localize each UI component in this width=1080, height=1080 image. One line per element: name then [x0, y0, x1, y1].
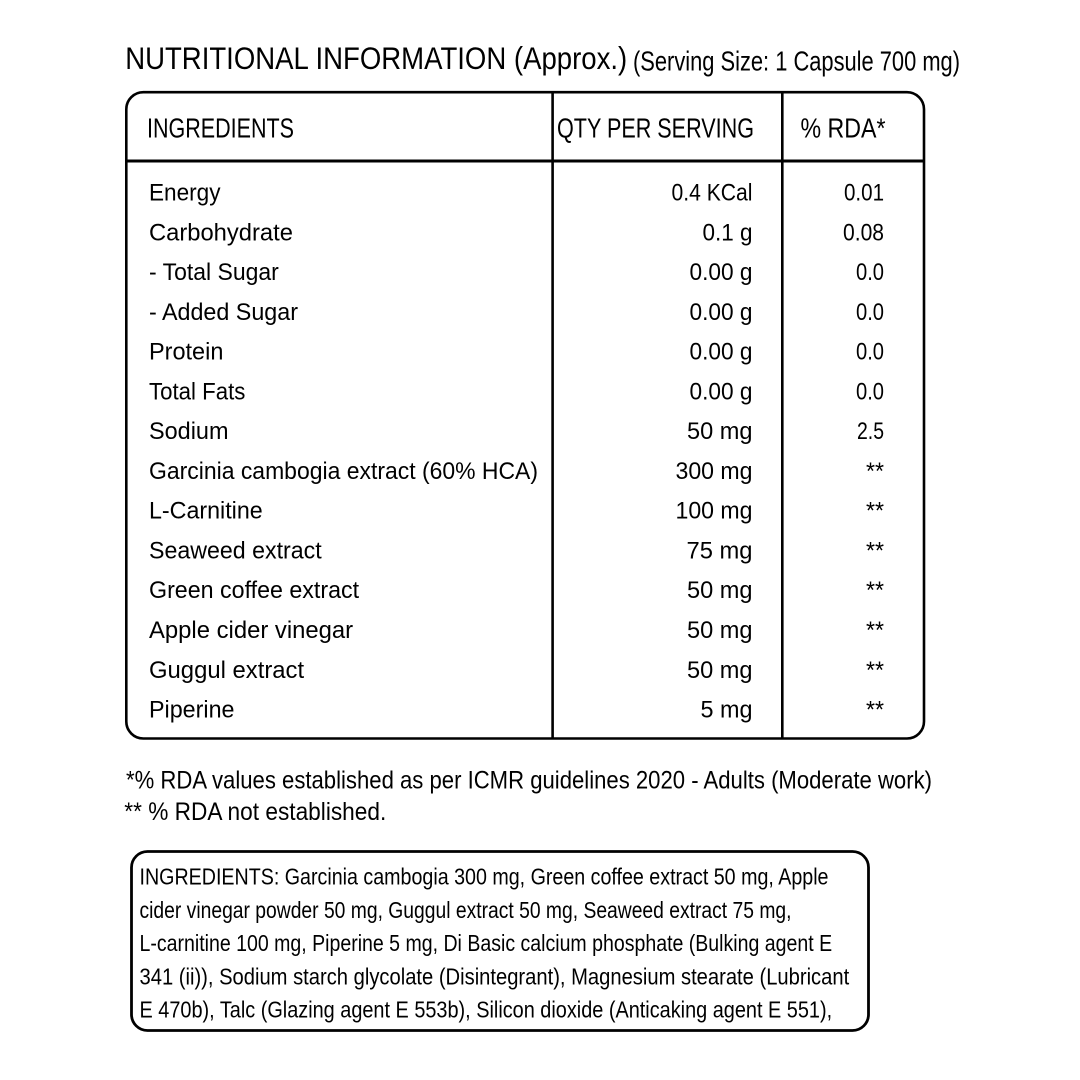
- svg-text:E 470b), Talc (Glazing agent E: E 470b), Talc (Glazing agent E 553b), Si…: [140, 997, 833, 1023]
- svg-text:**: **: [866, 577, 884, 604]
- svg-text:0.00 g: 0.00 g: [690, 299, 753, 326]
- svg-text:**: **: [866, 657, 884, 684]
- svg-text:*% RDA values established as p: *% RDA values established as per ICMR gu…: [126, 767, 932, 795]
- svg-text:cider vinegar powder 50 mg, Gu: cider vinegar powder 50 mg, Guggul extra…: [140, 897, 792, 923]
- svg-text:0.4 KCal: 0.4 KCal: [672, 180, 753, 207]
- svg-text:0.0: 0.0: [856, 378, 884, 405]
- svg-text:% RDA*: % RDA*: [801, 113, 886, 144]
- svg-text:5 mg: 5 mg: [701, 697, 753, 724]
- svg-text:Guggul extract: Guggul extract: [149, 657, 304, 684]
- svg-text:50 mg: 50 mg: [687, 418, 753, 445]
- svg-text:0.01: 0.01: [844, 180, 884, 207]
- svg-text:L-Carnitine: L-Carnitine: [149, 498, 263, 525]
- svg-text:Apple cider vinegar: Apple cider vinegar: [149, 617, 353, 644]
- svg-text:QTY PER SERVING: QTY PER SERVING: [557, 113, 754, 144]
- svg-text:0.0: 0.0: [856, 299, 884, 326]
- svg-text:- Added Sugar: - Added Sugar: [149, 299, 298, 326]
- svg-text:Piperine: Piperine: [149, 697, 235, 724]
- svg-text:0.0: 0.0: [856, 339, 884, 366]
- svg-text:**: **: [866, 458, 884, 485]
- svg-text:0.0: 0.0: [856, 259, 884, 286]
- svg-text:Protein: Protein: [149, 339, 223, 366]
- svg-text:75 mg: 75 mg: [687, 538, 753, 565]
- svg-text:INGREDIENTS: Garcinia cambogia: INGREDIENTS: Garcinia cambogia 300 mg, G…: [140, 864, 829, 890]
- svg-text:Carbohydrate: Carbohydrate: [149, 219, 293, 246]
- svg-text:Seaweed extract: Seaweed extract: [149, 538, 322, 565]
- svg-text:NUTRITIONAL INFORMATION (Appro: NUTRITIONAL INFORMATION (Approx.): [125, 40, 627, 76]
- svg-text:** % RDA not established.: ** % RDA not established.: [124, 798, 386, 826]
- svg-text:0.00 g: 0.00 g: [690, 339, 753, 366]
- svg-text:**: **: [866, 617, 884, 644]
- svg-text:0.00 g: 0.00 g: [690, 378, 753, 405]
- svg-text:(Serving Size: 1 Capsule 700 m: (Serving Size: 1 Capsule 700 mg): [633, 46, 960, 77]
- svg-text:100 mg: 100 mg: [676, 498, 753, 525]
- svg-text:300 mg: 300 mg: [676, 458, 753, 485]
- svg-text:Sodium: Sodium: [149, 418, 229, 445]
- svg-text:0.00 g: 0.00 g: [690, 259, 753, 286]
- svg-text:**: **: [866, 697, 884, 724]
- svg-text:Green coffee extract: Green coffee extract: [149, 577, 359, 604]
- svg-text:341 (ii)), Sodium starch glyco: 341 (ii)), Sodium starch glycolate (Disi…: [140, 963, 850, 989]
- svg-text:**: **: [866, 498, 884, 525]
- svg-text:Energy: Energy: [149, 180, 221, 207]
- svg-text:50 mg: 50 mg: [687, 617, 753, 644]
- svg-text:0.08: 0.08: [843, 219, 884, 246]
- svg-text:Garcinia cambogia extract (60%: Garcinia cambogia extract (60% HCA): [149, 458, 538, 485]
- svg-text:Total Fats: Total Fats: [149, 378, 245, 405]
- svg-text:2.5: 2.5: [857, 418, 884, 445]
- svg-text:- Total Sugar: - Total Sugar: [149, 259, 279, 286]
- svg-text:L-carnitine 100 mg, Piperine 5: L-carnitine 100 mg, Piperine 5 mg, Di Ba…: [140, 930, 833, 956]
- svg-text:**: **: [866, 538, 884, 565]
- svg-text:50 mg: 50 mg: [687, 577, 753, 604]
- svg-text:0.1 g: 0.1 g: [703, 219, 753, 246]
- svg-text:50 mg: 50 mg: [687, 657, 753, 684]
- svg-text:INGREDIENTS: INGREDIENTS: [147, 113, 294, 144]
